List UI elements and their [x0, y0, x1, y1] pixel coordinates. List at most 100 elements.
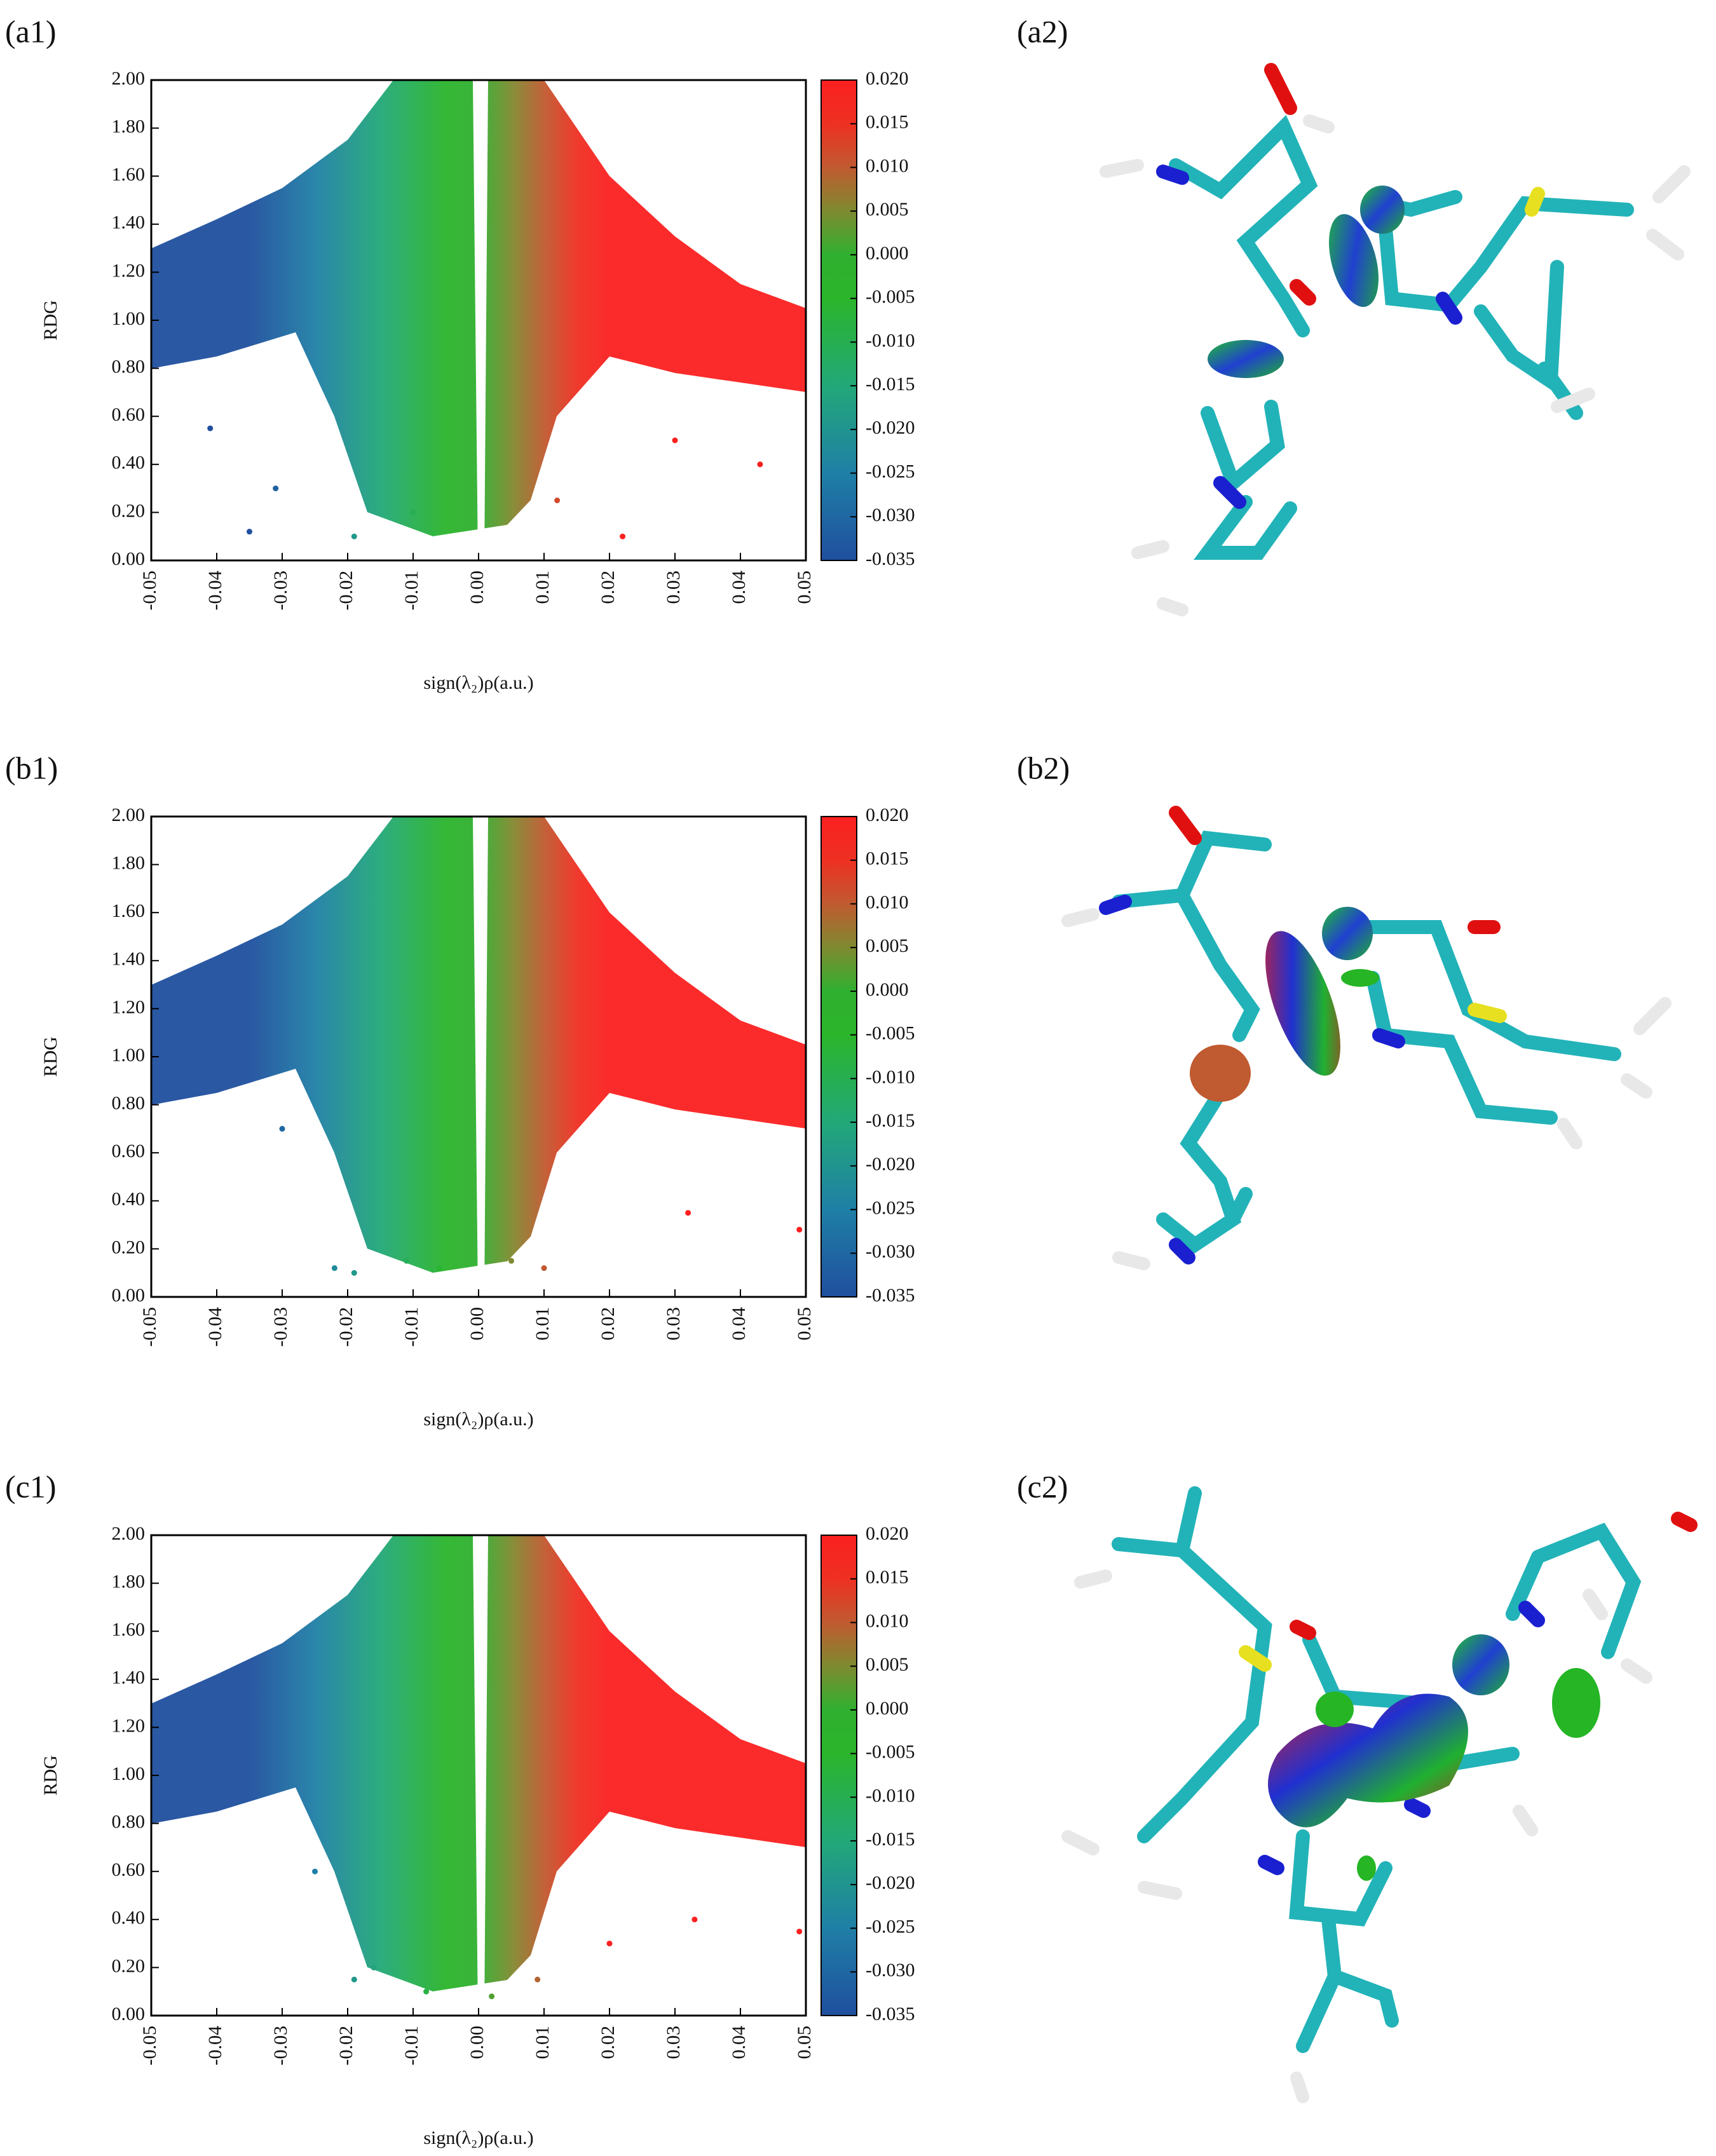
point [691, 1916, 698, 1923]
point [796, 1226, 803, 1233]
colorbar-tick-label: 0.015 [866, 848, 909, 869]
y-tick-label: 0.00 [112, 1285, 146, 1306]
x-tick-label: 0.00 [466, 1307, 487, 1341]
point [796, 1929, 803, 1935]
colorbar-tick-label: 0.010 [866, 892, 909, 912]
x-axis-label: sign(λ₂)ρ(a.u.) [423, 2127, 533, 2148]
colorbar-tick-label: 0.010 [866, 1610, 909, 1631]
molecule-render [1061, 806, 1672, 1270]
y-tick-label: 1.20 [112, 996, 146, 1017]
panel: (b1) -0.05 -0.04 -0.03 -0.02 -0.01 0.00 0.01 0.0… [5, 750, 915, 1429]
colorbar-tick-label: 0.015 [866, 1567, 909, 1588]
x-tick-label: 0.03 [663, 571, 684, 604]
y-tick-label: 1.20 [112, 1715, 146, 1736]
point [672, 437, 678, 444]
point [423, 1988, 430, 1995]
x-tick-label: -0.03 [270, 2026, 291, 2066]
x-tick-label: 0.01 [532, 571, 553, 604]
point [404, 1258, 410, 1264]
colorbar-tick-label: 0.020 [866, 68, 909, 89]
y-tick-label: 0.60 [112, 1859, 146, 1880]
x-tick-label: -0.05 [139, 571, 160, 611]
colorbar [821, 816, 857, 1298]
y-tick-label: 0.40 [112, 1908, 146, 1929]
y-axis-label: RDG [40, 1036, 61, 1076]
colorbar-tick-label: -0.035 [866, 548, 915, 569]
colorbar-tick-label: -0.025 [866, 461, 915, 482]
point [685, 1210, 691, 1216]
x-tick-label: -0.01 [401, 1307, 422, 1347]
point [351, 1976, 357, 1983]
colorbar-tick-label: -0.005 [866, 1023, 915, 1044]
y-tick-label: 1.40 [112, 949, 146, 970]
point [351, 533, 357, 539]
molecule-render [1061, 1486, 1698, 2103]
y-tick-label: 2.00 [112, 68, 146, 89]
colorbar-tick-label: 0.015 [866, 112, 909, 133]
x-tick-label: -0.01 [401, 571, 422, 611]
point [541, 1265, 547, 1271]
panel-label: (c1) [5, 1468, 57, 1504]
colorbar-tick-label: -0.005 [866, 1742, 915, 1763]
x-tick-label: 0.02 [597, 2026, 618, 2059]
x-tick-label: -0.03 [270, 571, 291, 611]
point-cloud [151, 817, 806, 1297]
colorbar-tick-label: 0.000 [866, 1698, 909, 1719]
point [620, 533, 626, 539]
x-tick-label: 0.04 [728, 2026, 749, 2059]
y-tick-label: 2.00 [112, 1523, 146, 1544]
point [207, 425, 214, 431]
panel-label: (c2) [1017, 1468, 1068, 1504]
point [489, 1993, 495, 2000]
x-axis-label: sign(λ₂)ρ(a.u.) [423, 672, 533, 693]
x-tick-label: -0.04 [205, 571, 226, 611]
point [535, 1976, 541, 1983]
colorbar-tick-label: 0.020 [866, 804, 909, 825]
colorbar-tick-label: 0.000 [866, 243, 909, 264]
panel-label: (a2) [1017, 13, 1068, 49]
x-tick-label: -0.03 [270, 1307, 291, 1347]
x-tick-label: -0.02 [336, 2026, 357, 2066]
colorbar-tick-label: -0.030 [866, 1960, 915, 1981]
x-tick-label: 0.01 [532, 1307, 553, 1341]
colorbar-tick-label: -0.015 [866, 1829, 915, 1850]
x-tick-label: 0.01 [532, 2026, 553, 2059]
colorbar-tick-label: 0.010 [866, 155, 909, 176]
point [436, 1265, 442, 1271]
y-tick-label: 1.80 [112, 1571, 146, 1592]
y-tick-label: 0.80 [112, 1092, 146, 1113]
y-tick-label: 0.60 [112, 404, 146, 425]
panel: (c1) -0.05 -0.04 -0.03 -0.02 -0.01 0.00 0.01 0.0… [5, 1468, 915, 2148]
point-cloud [151, 80, 806, 560]
y-tick-label: 0.80 [112, 1811, 146, 1832]
point [371, 1964, 377, 1970]
colorbar-tick-label: -0.020 [866, 417, 915, 438]
point-cloud [151, 1535, 806, 2016]
colorbar [821, 1535, 857, 2016]
y-tick-label: 1.00 [112, 1045, 146, 1066]
point [554, 498, 561, 503]
x-tick-label: 0.05 [794, 571, 815, 604]
y-tick-label: 0.20 [112, 500, 146, 521]
y-tick-label: 1.40 [112, 212, 146, 233]
panel-label: (b1) [5, 750, 58, 785]
x-tick-label: 0.04 [728, 1307, 749, 1341]
y-tick-label: 0.00 [112, 2003, 146, 2024]
colorbar-tick-label: -0.015 [866, 1110, 915, 1131]
x-tick-label: -0.02 [336, 571, 357, 611]
x-tick-label: -0.02 [336, 1307, 357, 1347]
y-tick-label: 1.60 [112, 900, 146, 921]
point [279, 1125, 285, 1132]
colorbar-tick-label: -0.025 [866, 1916, 915, 1937]
colorbar-tick-label: -0.010 [866, 1066, 915, 1087]
x-tick-label: 0.00 [466, 2026, 487, 2059]
y-tick-label: 0.00 [112, 548, 146, 569]
colorbar-tick-label: 0.005 [866, 935, 909, 956]
colorbar [821, 79, 857, 561]
x-tick-label: -0.04 [205, 2026, 226, 2066]
colorbar-tick-label: -0.015 [866, 374, 915, 395]
x-tick-label: 0.03 [663, 1307, 684, 1341]
y-tick-label: 0.40 [112, 452, 146, 473]
y-axis-label: RDG [40, 1755, 61, 1795]
y-tick-label: 1.60 [112, 1619, 146, 1640]
